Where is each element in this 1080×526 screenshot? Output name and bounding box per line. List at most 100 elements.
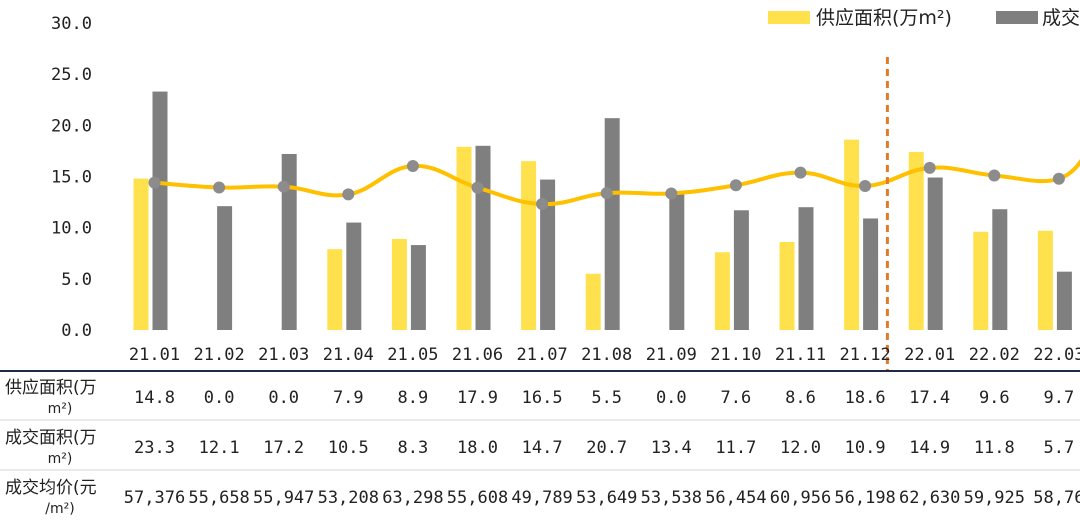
price-marker [665,187,678,200]
supply-bar [779,241,795,330]
table-cell: 60,956 [770,488,831,508]
y-tick-label: 25.0 [51,65,92,85]
x-tick-label: 21.03 [258,345,309,365]
x-tick-label: 21.08 [581,345,632,365]
deal-bar [669,192,685,330]
price-marker [1052,172,1065,185]
x-tick-label: 21.11 [775,345,826,365]
table-cell: 0.0 [204,388,235,408]
y-tick-label: 30.0 [51,14,92,34]
x-tick-label: 21.06 [452,345,503,365]
table-cell: 17.4 [909,388,950,408]
table-cell: 55,947 [253,488,314,508]
legend-swatch-deal [996,11,1038,24]
table-cell: 9.7 [1044,388,1075,408]
table-row-label: 供应面积(万 [5,378,97,398]
price-marker [794,166,807,179]
price-marker [277,180,290,193]
table-cell: 11.7 [715,438,756,458]
y-tick-label: 15.0 [51,168,92,188]
y-tick-label: 20.0 [51,116,92,136]
price-marker [148,176,161,189]
x-tick-label: 21.01 [129,345,180,365]
y-tick-label: 5.0 [61,270,92,290]
table-cell: 18.0 [457,438,498,458]
x-tick-label: 21.02 [194,345,245,365]
deal-bar [798,207,814,330]
table-row-label: 成交均价(元 [5,478,97,498]
supply-bar [844,139,860,330]
x-tick-label: 22.01 [904,345,955,365]
supply-bar [714,252,730,330]
table-cell: 16.5 [522,388,563,408]
table-cell: 9.6 [979,388,1010,408]
y-tick-label: 10.0 [51,219,92,239]
supply-bar [973,231,989,330]
deal-bar [604,118,620,330]
x-tick-label: 21.10 [710,345,761,365]
table-cell: 62,630 [899,488,960,508]
table-cell: 63,298 [382,488,443,508]
deal-bar [540,179,556,330]
deal-bar [152,91,168,331]
deal-bar [217,206,233,330]
table-cell: 53,538 [641,488,702,508]
table-cell: 0.0 [268,388,299,408]
table-cell: 20.7 [586,438,627,458]
table-cell: 14.9 [909,438,950,458]
table-cell: 58,76 [1033,488,1080,508]
table-cell: 5.7 [1044,438,1075,458]
table-cell: 0.0 [656,388,687,408]
x-tick-label: 21.05 [387,345,438,365]
price-marker [406,160,419,172]
x-tick-label: 21.07 [517,345,568,365]
table-cell: 5.5 [591,388,622,408]
price-marker [600,187,613,200]
table-cell: 17.2 [263,438,304,458]
table-cell: 23.3 [134,438,175,458]
supply-bar [908,151,924,330]
deal-bar [1056,271,1072,330]
table-cell: 12.0 [780,438,821,458]
deal-bar [346,222,362,330]
deal-bar [410,245,426,330]
price-marker [729,179,742,192]
legend-label-supply: 供应面积(万m²) [816,7,952,29]
table-cell: 11.8 [974,438,1015,458]
table-cell: 12.1 [199,438,240,458]
supply-bar [521,161,537,330]
table-cell: 56,198 [834,488,895,508]
table-cell: 55,608 [447,488,508,508]
x-tick-label: 21.04 [323,345,374,365]
table-cell: 8.9 [398,388,429,408]
price-line-path [154,159,1080,207]
y-axis-labels: 30.0 25.0 20.0 15.0 10.0 5.0 0.0 [51,14,92,341]
table-cell: 17.9 [457,388,498,408]
supply-bar [585,273,601,330]
supply-bar [133,178,149,330]
supply-bar [1037,230,1053,330]
table-cell: 49,789 [511,488,572,508]
table-cell: 56,454 [705,488,766,508]
supply-bar [391,238,407,330]
deal-bar [475,145,491,330]
price-marker [213,181,226,194]
table-cell: 53,208 [318,488,379,508]
price-marker [988,169,1001,182]
table-cell: 14.8 [134,388,175,408]
table-cell: 59,925 [964,488,1025,508]
table-cell: 18.6 [845,388,886,408]
x-tick-label: 21.12 [840,345,891,365]
deal-bar [863,218,879,330]
supply-bar [327,249,343,330]
table-cell: 8.6 [785,388,816,408]
price-marker [342,188,355,201]
x-tick-label: 21.09 [646,345,697,365]
table-cell: 53,649 [576,488,637,508]
price-marker [536,198,549,210]
price-marker [471,181,484,194]
legend: 供应面积(万m²) 成交面积(万m [768,7,1080,29]
bars [133,91,1072,331]
x-tick-label: 22.02 [969,345,1020,365]
